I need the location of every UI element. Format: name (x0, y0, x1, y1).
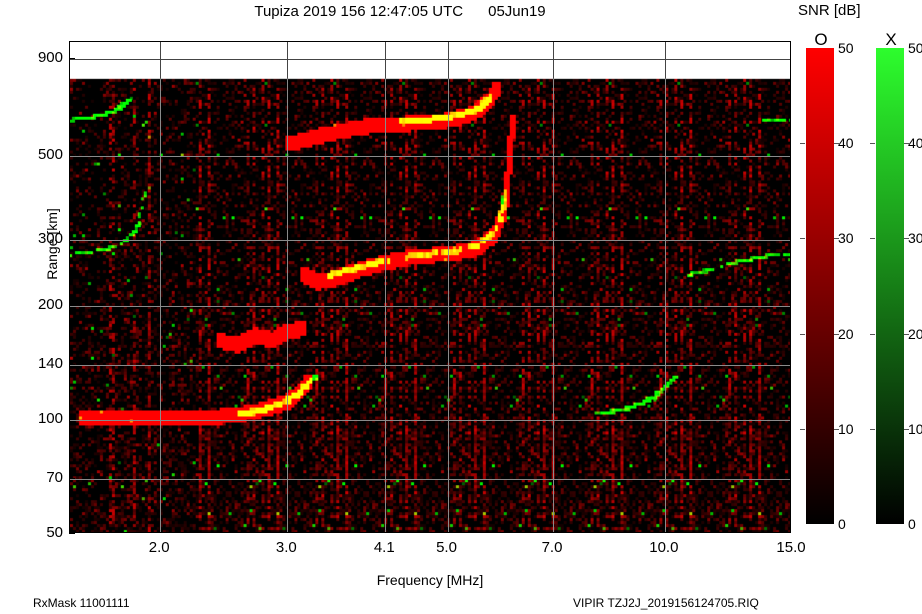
colorbar-tick-label: 0 (838, 516, 846, 532)
y-tick-label: 100 (37, 410, 63, 428)
colorbar-tick-label: 40 (838, 135, 854, 152)
y-tick-mark (69, 238, 75, 240)
colorbar-tick-mark (870, 333, 875, 335)
colorbar-tick-label: 30 (908, 230, 922, 247)
colorbar-tick-mark (834, 143, 839, 145)
x-tick-label: 15.0 (776, 539, 806, 556)
y-tick-mark (69, 477, 75, 479)
colorbar-tick-label: 10 (908, 420, 922, 437)
y-tick-label: 50 (46, 524, 63, 541)
colorbar-tick-mark (870, 238, 875, 240)
colorbar-tick-label: 20 (908, 325, 922, 342)
source-file-label: VIPIR TZJ2J_2019156124705.RIQ (573, 596, 759, 610)
y-tick-label: 300 (37, 229, 63, 247)
colorbar-tick-mark (800, 428, 805, 430)
ionogram-heatmap-canvas (70, 42, 790, 532)
colorbar-tick-mark (904, 143, 909, 145)
x-tick-label: 2.0 (148, 539, 170, 556)
colorbar-x-gradient (876, 48, 904, 524)
colorbar-tick-mark (904, 238, 909, 240)
x-tick-label: 4.1 (373, 539, 395, 556)
colorbar-tick-mark (904, 333, 909, 335)
x-tick-label: 5.0 (436, 539, 457, 556)
y-tick-mark (69, 58, 75, 60)
y-tick-label: 140 (37, 354, 63, 372)
colorbar-tick-mark (904, 428, 909, 430)
colorbar-tick-mark (870, 143, 875, 145)
x-tick-label: 10.0 (649, 539, 679, 556)
x-axis-label: Frequency [MHz] (376, 572, 484, 588)
y-tick-label: 900 (37, 49, 63, 67)
colorbar-o-gradient (806, 48, 834, 524)
y-tick-mark (69, 154, 75, 156)
colorbar-tick-label: 20 (838, 325, 854, 342)
colorbar-tick-label: 0 (908, 516, 916, 532)
y-tick-mark (69, 305, 75, 307)
y-tick-label: 70 (46, 468, 63, 486)
colorbar-tick-mark (834, 333, 839, 335)
colorbar-tick-mark (800, 333, 805, 335)
x-tick-label: 7.0 (541, 539, 563, 556)
ionogram-plot-area[interactable] (69, 41, 791, 533)
y-axis-ticks: 50 70 100 140 200 300 500 900 (0, 0, 63, 614)
y-tick-label: 500 (37, 145, 63, 163)
colorbar-tick-label: 10 (838, 420, 854, 437)
y-tick-mark (69, 363, 75, 365)
y-tick-mark (69, 533, 75, 534)
colorbar-x-letter: X (885, 30, 897, 49)
colorbar-tick-mark (800, 143, 805, 145)
colorbar-tick-label: 50 (908, 40, 922, 56)
colorbar-tick-mark (834, 428, 839, 430)
y-tick-mark (69, 419, 75, 421)
chart-title-bar: Tupiza 2019 156 12:47:05 UTC 05Jun19 (0, 0, 800, 22)
rxmask-label: RxMask 11001111 (33, 596, 130, 610)
page-title: Tupiza 2019 156 12:47:05 UTC 05Jun19 (254, 2, 546, 20)
colorbar-tick-label: 50 (838, 40, 854, 56)
colorbar-tick-mark (800, 238, 805, 240)
y-tick-label: 200 (37, 296, 63, 314)
colorbar-tick-label: 30 (838, 230, 854, 247)
colorbar-o-letter: O (814, 30, 828, 49)
x-tick-label: 3.0 (275, 539, 297, 556)
colorbar-tick-mark (834, 238, 839, 240)
colorbar-tick-label: 40 (908, 135, 922, 152)
colorbar-tick-mark (870, 428, 875, 430)
colorbar-title: SNR [dB] (798, 2, 861, 19)
